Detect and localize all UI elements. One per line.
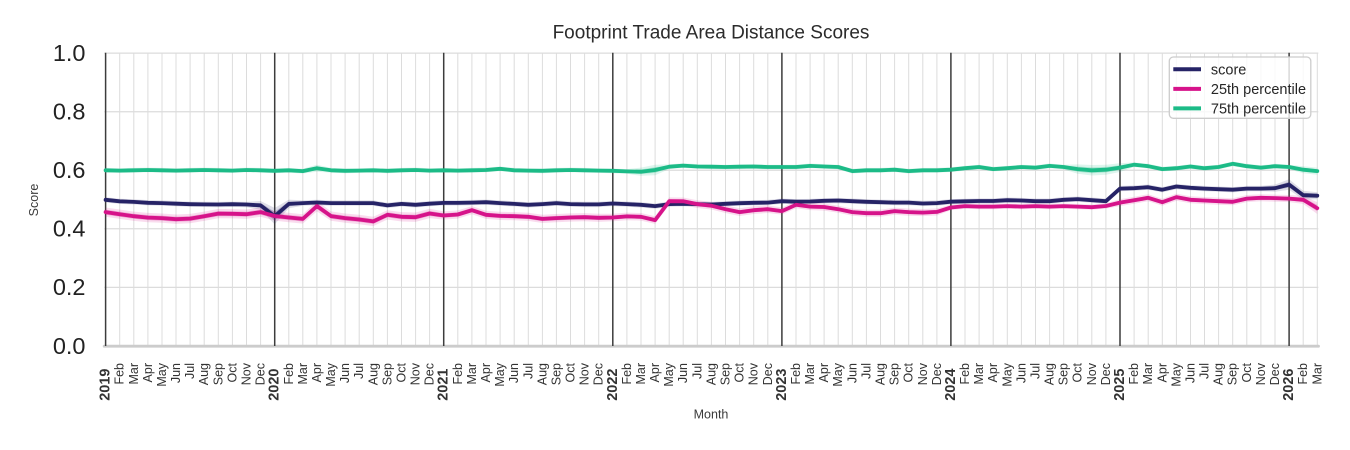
svg-text:Feb: Feb (282, 363, 296, 385)
svg-text:Footprint Trade Area Distance: Footprint Trade Area Distance Scores (553, 23, 870, 44)
svg-text:2023: 2023 (774, 369, 790, 401)
svg-text:0.4: 0.4 (53, 216, 86, 242)
svg-text:Oct: Oct (225, 362, 239, 382)
svg-text:Sep: Sep (719, 363, 733, 385)
svg-text:Dec: Dec (1099, 363, 1113, 385)
svg-text:Aug: Aug (1212, 363, 1226, 385)
svg-text:Dec: Dec (1268, 363, 1282, 385)
svg-text:Mar: Mar (1141, 363, 1155, 385)
svg-text:Sep: Sep (380, 363, 394, 385)
svg-text:Nov: Nov (240, 362, 254, 385)
svg-text:Apr: Apr (1155, 363, 1169, 382)
svg-text:Jul: Jul (183, 363, 197, 379)
svg-text:Mar: Mar (296, 363, 310, 385)
svg-text:2024: 2024 (943, 369, 959, 401)
svg-text:2021: 2021 (436, 369, 452, 401)
svg-text:May: May (1000, 362, 1014, 386)
svg-text:Oct: Oct (564, 362, 578, 382)
svg-text:Oct: Oct (1240, 362, 1254, 382)
svg-text:Mar: Mar (972, 363, 986, 385)
svg-text:Feb: Feb (113, 363, 127, 385)
svg-text:score: score (1211, 62, 1246, 78)
svg-text:Month: Month (694, 408, 729, 422)
svg-text:Sep: Sep (211, 363, 225, 385)
svg-text:Jun: Jun (507, 363, 521, 383)
svg-text:Jun: Jun (845, 363, 859, 383)
svg-text:Nov: Nov (747, 362, 761, 385)
svg-text:0.6: 0.6 (53, 157, 86, 183)
svg-text:Mar: Mar (127, 363, 141, 385)
svg-text:Apr: Apr (648, 363, 662, 382)
svg-text:Apr: Apr (141, 363, 155, 382)
svg-text:Oct: Oct (902, 362, 916, 382)
svg-text:Sep: Sep (888, 363, 902, 385)
svg-text:Sep: Sep (549, 363, 563, 385)
svg-text:Dec: Dec (592, 363, 606, 385)
svg-text:Feb: Feb (451, 363, 465, 385)
svg-text:May: May (662, 362, 676, 386)
svg-text:Apr: Apr (817, 363, 831, 382)
svg-text:May: May (831, 362, 845, 386)
svg-text:Jun: Jun (1184, 363, 1198, 383)
svg-text:Nov: Nov (1085, 362, 1099, 385)
svg-text:Nov: Nov (409, 362, 423, 385)
svg-text:Jun: Jun (169, 363, 183, 383)
svg-text:Dec: Dec (254, 363, 268, 385)
svg-text:25th percentile: 25th percentile (1211, 82, 1306, 98)
svg-text:Oct: Oct (395, 362, 409, 382)
svg-text:75th percentile: 75th percentile (1211, 102, 1306, 118)
svg-text:Apr: Apr (479, 363, 493, 382)
svg-text:Aug: Aug (874, 363, 888, 385)
svg-text:Oct: Oct (733, 362, 747, 382)
svg-text:Dec: Dec (930, 363, 944, 385)
svg-text:Aug: Aug (535, 363, 549, 385)
svg-text:2020: 2020 (267, 369, 283, 401)
svg-text:Mar: Mar (1310, 363, 1324, 385)
svg-text:Mar: Mar (634, 363, 648, 385)
svg-text:Jun: Jun (1014, 363, 1028, 383)
svg-text:0.8: 0.8 (53, 99, 86, 125)
svg-text:2022: 2022 (605, 369, 621, 401)
svg-text:May: May (493, 362, 507, 386)
svg-text:Feb: Feb (620, 363, 634, 385)
svg-text:2019: 2019 (98, 369, 114, 401)
svg-text:Mar: Mar (465, 363, 479, 385)
svg-text:Jun: Jun (338, 363, 352, 383)
svg-text:May: May (155, 362, 169, 386)
svg-text:Jul: Jul (521, 363, 535, 379)
svg-text:Jun: Jun (676, 363, 690, 383)
svg-text:Sep: Sep (1226, 363, 1240, 385)
svg-text:Mar: Mar (803, 363, 817, 385)
svg-text:Jul: Jul (1198, 363, 1212, 379)
svg-text:Feb: Feb (1296, 363, 1310, 385)
svg-text:0.2: 0.2 (53, 274, 86, 300)
svg-text:Sep: Sep (1057, 363, 1071, 385)
svg-text:0.0: 0.0 (53, 333, 86, 359)
svg-text:Jul: Jul (690, 363, 704, 379)
svg-text:Nov: Nov (578, 362, 592, 385)
svg-text:Nov: Nov (916, 362, 930, 385)
svg-text:Jul: Jul (352, 363, 366, 379)
svg-text:Oct: Oct (1071, 362, 1085, 382)
svg-text:Feb: Feb (958, 363, 972, 385)
svg-text:Jul: Jul (859, 363, 873, 379)
svg-text:Apr: Apr (986, 363, 1000, 382)
svg-text:2025: 2025 (1112, 369, 1128, 401)
svg-text:Jul: Jul (1029, 363, 1043, 379)
svg-text:Dec: Dec (761, 363, 775, 385)
svg-text:Aug: Aug (704, 363, 718, 385)
svg-text:Score: Score (27, 184, 41, 217)
svg-text:Dec: Dec (423, 363, 437, 385)
svg-text:May: May (1169, 362, 1183, 386)
svg-text:Feb: Feb (789, 363, 803, 385)
svg-text:Feb: Feb (1127, 363, 1141, 385)
svg-text:Apr: Apr (310, 363, 324, 382)
svg-text:Nov: Nov (1254, 362, 1268, 385)
svg-text:2026: 2026 (1281, 369, 1297, 401)
svg-text:Aug: Aug (366, 363, 380, 385)
svg-text:Aug: Aug (1043, 363, 1057, 385)
svg-text:1.0: 1.0 (53, 40, 86, 66)
svg-text:May: May (324, 362, 338, 386)
svg-text:Aug: Aug (197, 363, 211, 385)
